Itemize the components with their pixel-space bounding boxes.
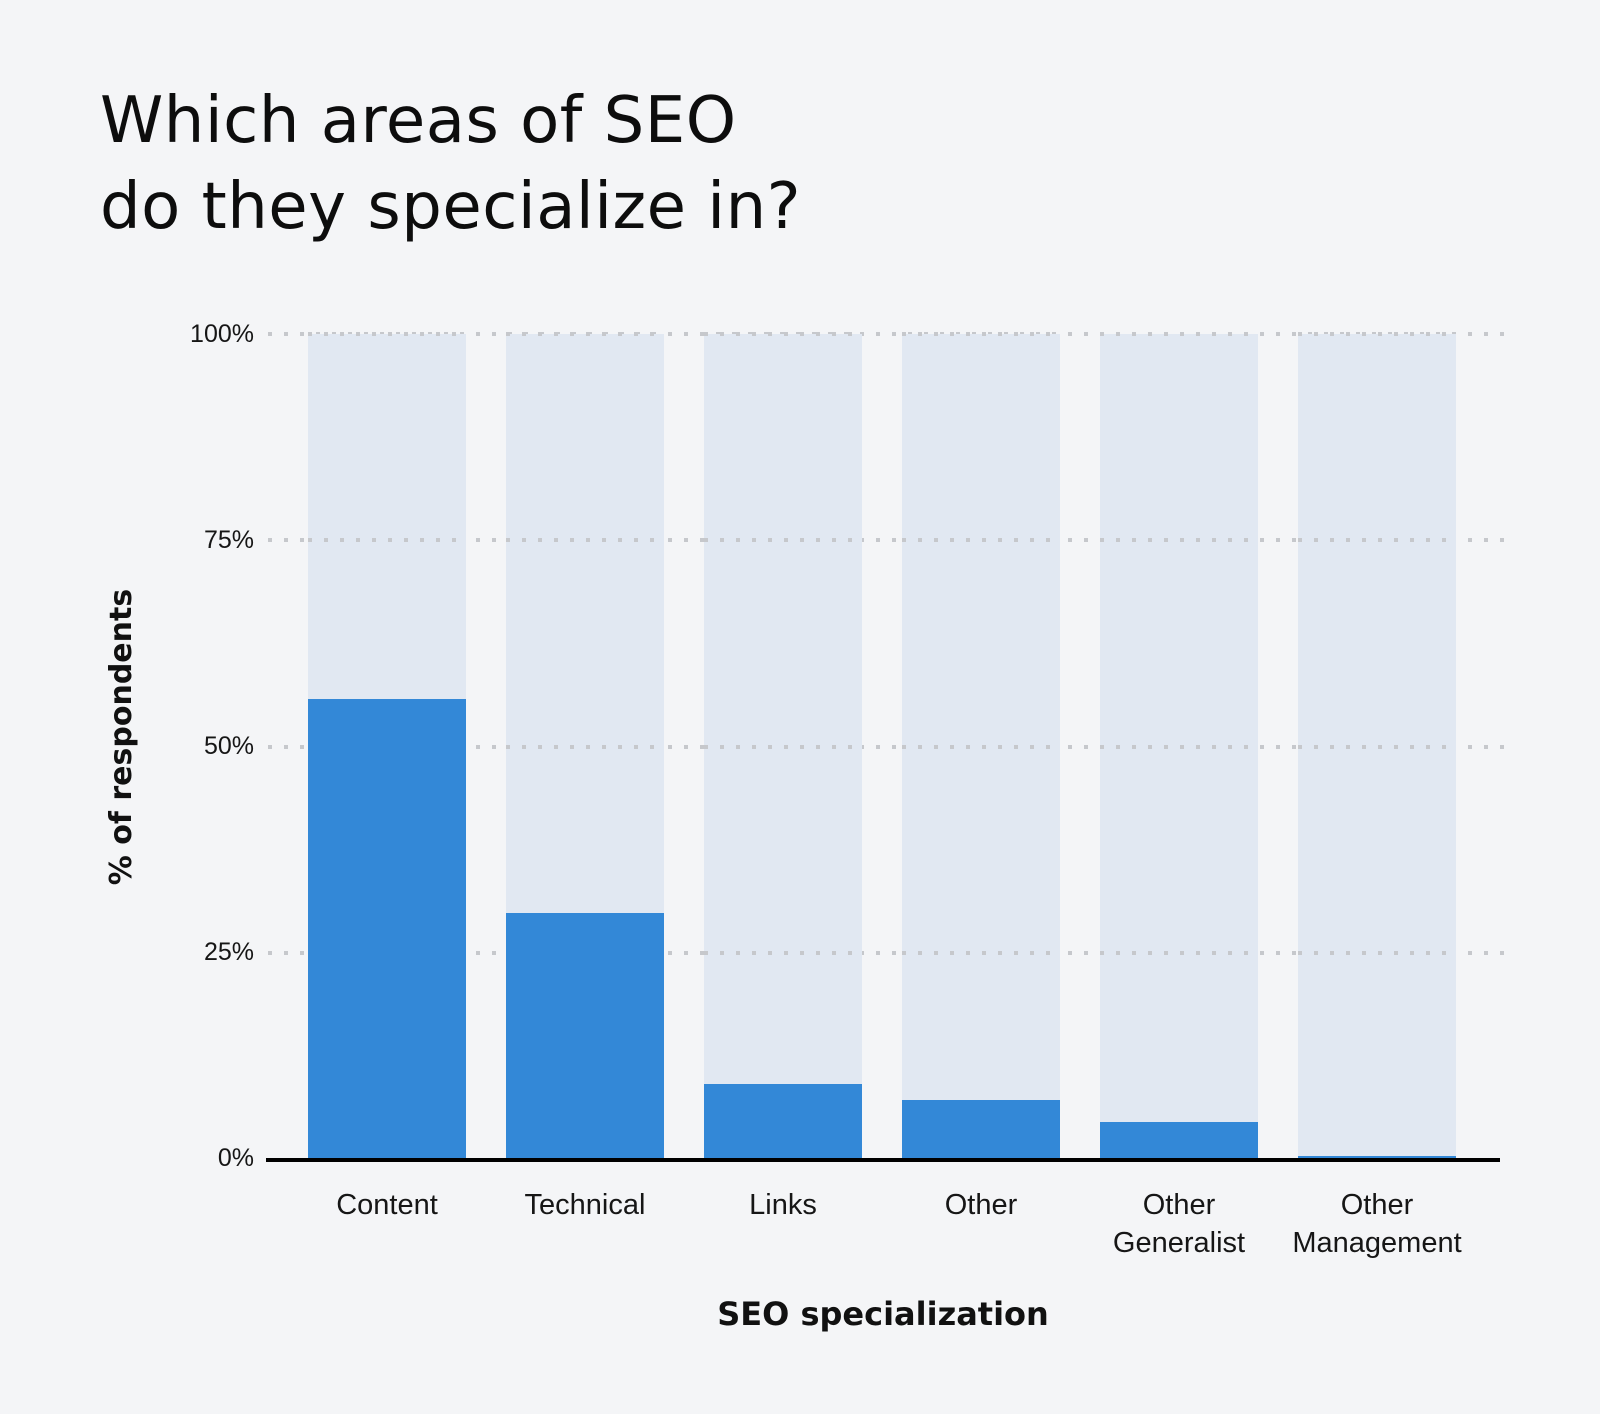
x-tick-label-technical: Technical xyxy=(524,1189,646,1221)
x-tick-label-other-generalist: Other Generalist xyxy=(1112,1189,1246,1259)
x-tick-label-content: Content xyxy=(336,1189,438,1221)
bar-other-management[interactable] xyxy=(1298,1155,1456,1160)
bar-track-technical xyxy=(506,332,664,1160)
gridline-100 xyxy=(268,332,1506,336)
chart-title-line-1: Which areas of SEO xyxy=(100,84,737,158)
y-tick-label-50: 50% xyxy=(203,732,254,760)
bar-track-content xyxy=(308,332,466,1160)
y-tick-label-25: 25% xyxy=(203,938,254,966)
x-tick-label-other-management: Other Management xyxy=(1292,1189,1462,1259)
bar-other-generalist[interactable] xyxy=(1100,1122,1258,1160)
x-tick-label-other: Other xyxy=(944,1189,1018,1221)
bar-track-other-management xyxy=(1298,332,1456,1160)
x-axis-title: SEO specialization xyxy=(717,1295,1049,1333)
chart-title-line-2: do they specialize in? xyxy=(100,170,802,244)
bar-track-other xyxy=(902,332,1060,1160)
y-tick-label-75: 75% xyxy=(203,526,254,554)
bar-links[interactable] xyxy=(704,1084,862,1160)
bar-content[interactable] xyxy=(308,699,466,1160)
gridline-50 xyxy=(268,745,1506,749)
bar-technical[interactable] xyxy=(506,913,664,1160)
bar-track-links xyxy=(704,332,862,1160)
gridline-25 xyxy=(268,951,1506,955)
y-tick-label-100: 100% xyxy=(190,320,254,348)
x-axis-line xyxy=(266,1158,1500,1162)
gridline-75 xyxy=(268,538,1506,542)
bar-other[interactable] xyxy=(902,1099,1060,1160)
y-tick-label-0: 0% xyxy=(217,1144,254,1172)
x-tick-label-links: Links xyxy=(749,1189,817,1221)
bar-track-other-generalist xyxy=(1100,332,1258,1160)
chart-title: Which areas of SEO do they specialize in… xyxy=(100,78,801,250)
